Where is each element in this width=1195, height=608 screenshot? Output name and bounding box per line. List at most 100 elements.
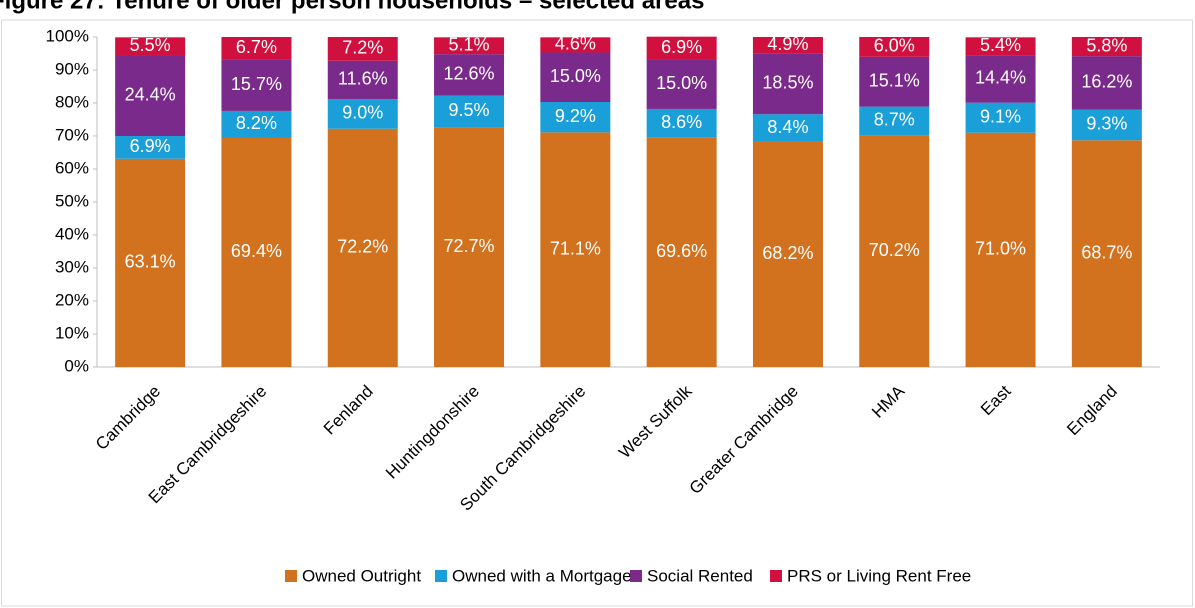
data-label: 18.5% — [762, 72, 813, 92]
bar-segment — [1071, 56, 1142, 110]
bar-segment — [752, 141, 823, 367]
bar-segment — [434, 37, 505, 55]
y-tick-label: 70% — [55, 125, 89, 144]
data-label: 9.5% — [449, 100, 490, 120]
x-tick-label: HMA — [868, 381, 909, 422]
bar-segment — [1071, 109, 1142, 141]
bar-segment — [859, 106, 930, 136]
data-label: 4.9% — [767, 34, 808, 54]
data-label: 70.2% — [869, 240, 920, 260]
data-label: 6.9% — [130, 136, 171, 156]
bar-segment — [221, 59, 292, 111]
data-label: 72.2% — [337, 237, 388, 257]
x-tick-label: West Suffolk — [615, 381, 696, 462]
y-tick-label: 0% — [64, 356, 89, 375]
data-label: 7.2% — [342, 38, 383, 58]
bar-segment — [965, 55, 1036, 103]
x-tick-label: England — [1063, 382, 1121, 440]
data-label: 15.7% — [231, 74, 282, 94]
data-label: 8.4% — [767, 117, 808, 137]
bar-segment — [646, 108, 717, 138]
legend-swatch — [435, 570, 447, 582]
data-label: 6.0% — [874, 36, 915, 56]
data-label: 8.2% — [236, 113, 277, 133]
bar-segment — [434, 95, 505, 128]
data-label: 68.2% — [762, 243, 813, 263]
data-label: 5.1% — [449, 34, 490, 54]
chart-title: Figure 27: Tenure of older person househ… — [0, 0, 704, 14]
data-label: 8.7% — [874, 110, 915, 130]
legend-label: Social Rented — [647, 566, 753, 585]
bar-segment — [859, 37, 930, 57]
legend-label: Owned Outright — [302, 566, 421, 585]
bar-segment — [1071, 140, 1142, 367]
bar-segment — [646, 137, 717, 367]
data-label: 6.7% — [236, 37, 277, 57]
chart-border — [1, 19, 1193, 607]
data-label: 12.6% — [444, 64, 495, 84]
bar-segment — [540, 52, 611, 103]
y-tick-label: 50% — [55, 191, 89, 210]
data-label: 9.1% — [980, 106, 1021, 126]
data-label: 63.1% — [125, 252, 176, 272]
x-tick-label: Greater Cambridge — [686, 382, 802, 498]
bar-segment — [752, 114, 823, 142]
data-label: 6.9% — [661, 37, 702, 57]
bar-segment — [115, 158, 186, 367]
bar-segment — [1071, 37, 1142, 57]
x-tick-label: Huntingdonshire — [382, 382, 483, 483]
x-tick-label: Fenland — [320, 382, 377, 439]
x-tick-label: East — [977, 381, 1015, 419]
bar-segment — [434, 54, 505, 96]
y-tick-label: 90% — [55, 59, 89, 78]
legend-label: Owned with a Mortgage — [452, 566, 632, 585]
bar-segment — [965, 37, 1036, 56]
bar-segment — [327, 60, 398, 100]
data-label: 71.0% — [975, 239, 1026, 259]
bar-segment — [965, 102, 1036, 133]
data-label: 69.6% — [656, 241, 707, 261]
data-label: 15.0% — [550, 66, 601, 86]
data-label: 9.0% — [342, 103, 383, 123]
legend-swatch — [285, 570, 297, 582]
data-label: 14.4% — [975, 68, 1026, 88]
data-label: 68.7% — [1081, 242, 1132, 262]
bar-segment — [752, 37, 823, 54]
data-label: 69.4% — [231, 241, 282, 261]
bar-segment — [646, 59, 717, 109]
y-tick-label: 100% — [46, 26, 89, 45]
data-label: 9.3% — [1086, 114, 1127, 134]
bar-segment — [327, 99, 398, 129]
legend-swatch — [770, 570, 782, 582]
y-tick-label: 40% — [55, 224, 89, 243]
data-label: 11.6% — [338, 69, 388, 89]
bar-segment — [115, 55, 186, 137]
bar-segment — [540, 132, 611, 367]
bar-segment — [752, 53, 823, 115]
bar-segment — [221, 137, 292, 367]
bar-segment — [646, 36, 717, 60]
x-tick-label: Cambridge — [92, 382, 164, 454]
data-label: 5.8% — [1086, 35, 1127, 55]
data-label: 71.1% — [550, 238, 601, 258]
bar-segment — [540, 102, 611, 133]
data-label: 72.7% — [444, 236, 495, 256]
data-label: 15.0% — [656, 73, 707, 93]
y-tick-label: 10% — [55, 323, 89, 342]
bar-segment — [221, 110, 292, 138]
data-label: 15.1% — [869, 70, 920, 90]
bar-segment — [965, 132, 1036, 367]
y-tick-label: 30% — [55, 257, 89, 276]
data-label: 5.4% — [980, 35, 1021, 55]
y-tick-label: 80% — [55, 92, 89, 111]
data-label: 9.2% — [555, 106, 596, 126]
data-label: 24.4% — [125, 84, 176, 104]
bar-segment — [434, 127, 505, 367]
bar-segment — [327, 128, 398, 367]
y-tick-label: 60% — [55, 158, 89, 177]
bar-segment — [859, 56, 930, 107]
data-label: 8.6% — [661, 112, 702, 132]
legend-swatch — [630, 570, 642, 582]
bar-segment — [859, 135, 930, 367]
